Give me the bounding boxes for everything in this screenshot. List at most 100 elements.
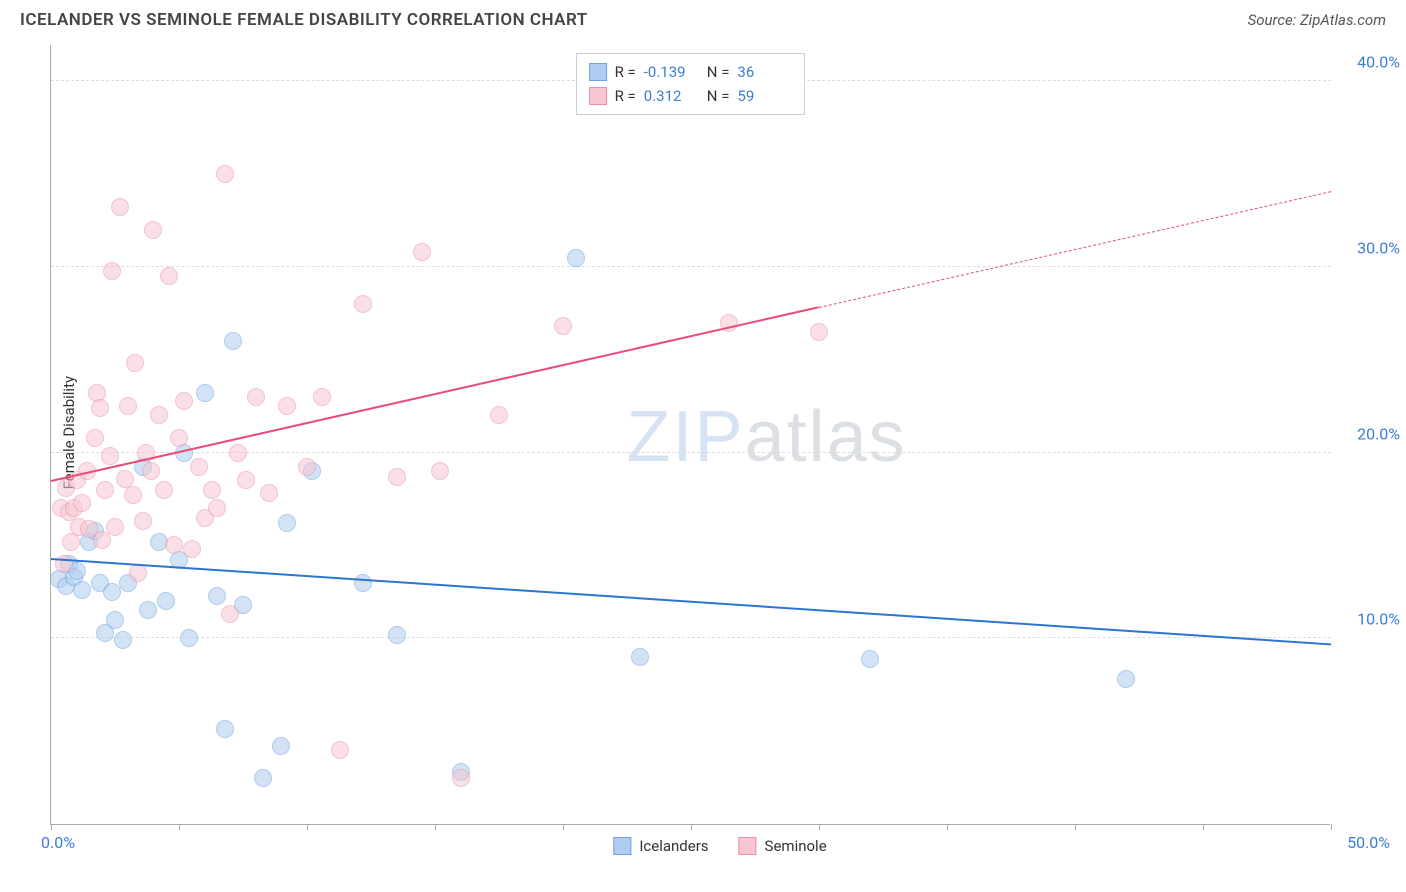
data-point [224, 332, 242, 350]
data-point [208, 499, 226, 517]
data-point [157, 592, 175, 610]
data-point [190, 458, 208, 476]
data-point [129, 564, 147, 582]
chart-header: ICELANDER VS SEMINOLE FEMALE DISABILITY … [0, 0, 1406, 35]
x-tick [51, 824, 52, 830]
data-point [96, 481, 114, 499]
legend-r-value: 0.312 [644, 84, 699, 108]
data-point [810, 323, 828, 341]
plot-area: ZIPatlas R =-0.139N =36R =0.312N =59 0.0… [50, 45, 1330, 825]
legend-r-value: -0.139 [644, 60, 699, 84]
data-point [490, 406, 508, 424]
data-point [278, 397, 296, 415]
series-legend-label: Icelanders [639, 837, 708, 855]
data-point [567, 249, 585, 267]
data-point [155, 481, 173, 499]
data-point [631, 648, 649, 666]
data-point [106, 611, 124, 629]
trend-line-extrapolated [819, 192, 1331, 309]
data-point [388, 468, 406, 486]
data-point [237, 471, 255, 489]
data-point [216, 165, 234, 183]
x-tick [1075, 824, 1076, 830]
data-point [247, 388, 265, 406]
trend-line [51, 306, 819, 482]
data-point [216, 720, 234, 738]
data-point [313, 388, 331, 406]
data-point [278, 514, 296, 532]
data-point [175, 392, 193, 410]
data-point [126, 354, 144, 372]
data-point [160, 267, 178, 285]
legend-n-value: 36 [737, 60, 792, 84]
data-point [106, 518, 124, 536]
legend-n-label: N = [707, 60, 730, 84]
data-point [229, 444, 247, 462]
data-point [254, 769, 272, 787]
data-point [180, 629, 198, 647]
data-point [208, 587, 226, 605]
x-tick [1331, 824, 1332, 830]
y-tick-label: 20.0% [1357, 424, 1400, 443]
series-legend-item: Seminole [739, 837, 827, 855]
data-point [73, 581, 91, 599]
data-point [203, 481, 221, 499]
legend-swatch [589, 63, 607, 81]
x-tick [307, 824, 308, 830]
watermark: ZIPatlas [627, 396, 907, 478]
data-point [354, 574, 372, 592]
data-point [116, 470, 134, 488]
data-point [298, 458, 316, 476]
data-point [144, 221, 162, 239]
data-point [119, 397, 137, 415]
data-point [165, 536, 183, 554]
data-point [150, 406, 168, 424]
y-tick-label: 30.0% [1357, 238, 1400, 257]
data-point [221, 605, 239, 623]
gridline [51, 266, 1331, 267]
chart-title: ICELANDER VS SEMINOLE FEMALE DISABILITY … [20, 10, 588, 30]
watermark-part1: ZIP [627, 397, 745, 477]
data-point [331, 741, 349, 759]
data-point [142, 462, 160, 480]
x-tick [947, 824, 948, 830]
data-point [1117, 670, 1135, 688]
x-tick [691, 824, 692, 830]
data-point [124, 486, 142, 504]
chart-source: Source: ZipAtlas.com [1248, 11, 1386, 29]
data-point [554, 317, 572, 335]
legend-r-label: R = [615, 60, 636, 84]
data-point [452, 769, 470, 787]
data-point [388, 626, 406, 644]
data-point [139, 601, 157, 619]
x-axis-min-label: 0.0% [41, 833, 75, 852]
data-point [861, 650, 879, 668]
series-legend: Icelanders Seminole [613, 837, 826, 855]
data-point [114, 631, 132, 649]
data-point [101, 447, 119, 465]
series-legend-item: Icelanders [613, 837, 708, 855]
data-point [91, 399, 109, 417]
legend-n-value: 59 [737, 84, 792, 108]
legend-swatch [613, 837, 631, 855]
x-axis-max-label: 50.0% [1347, 833, 1390, 852]
data-point [170, 429, 188, 447]
legend-row: R =0.312N =59 [589, 84, 793, 108]
data-point [260, 484, 278, 502]
x-tick [1203, 824, 1204, 830]
x-tick [563, 824, 564, 830]
data-point [134, 512, 152, 530]
data-point [413, 243, 431, 261]
chart-container: Female Disability ZIPatlas R =-0.139N =3… [50, 45, 1390, 825]
watermark-part2: atlas [745, 397, 907, 477]
y-tick-label: 10.0% [1357, 610, 1400, 629]
data-point [431, 462, 449, 480]
data-point [272, 737, 290, 755]
data-point [103, 262, 121, 280]
legend-row: R = -0.139 N = 36 [589, 60, 793, 84]
gridline [51, 637, 1331, 638]
data-point [73, 494, 91, 512]
legend-r-label: R = [615, 84, 636, 108]
data-point [183, 540, 201, 558]
x-tick [435, 824, 436, 830]
